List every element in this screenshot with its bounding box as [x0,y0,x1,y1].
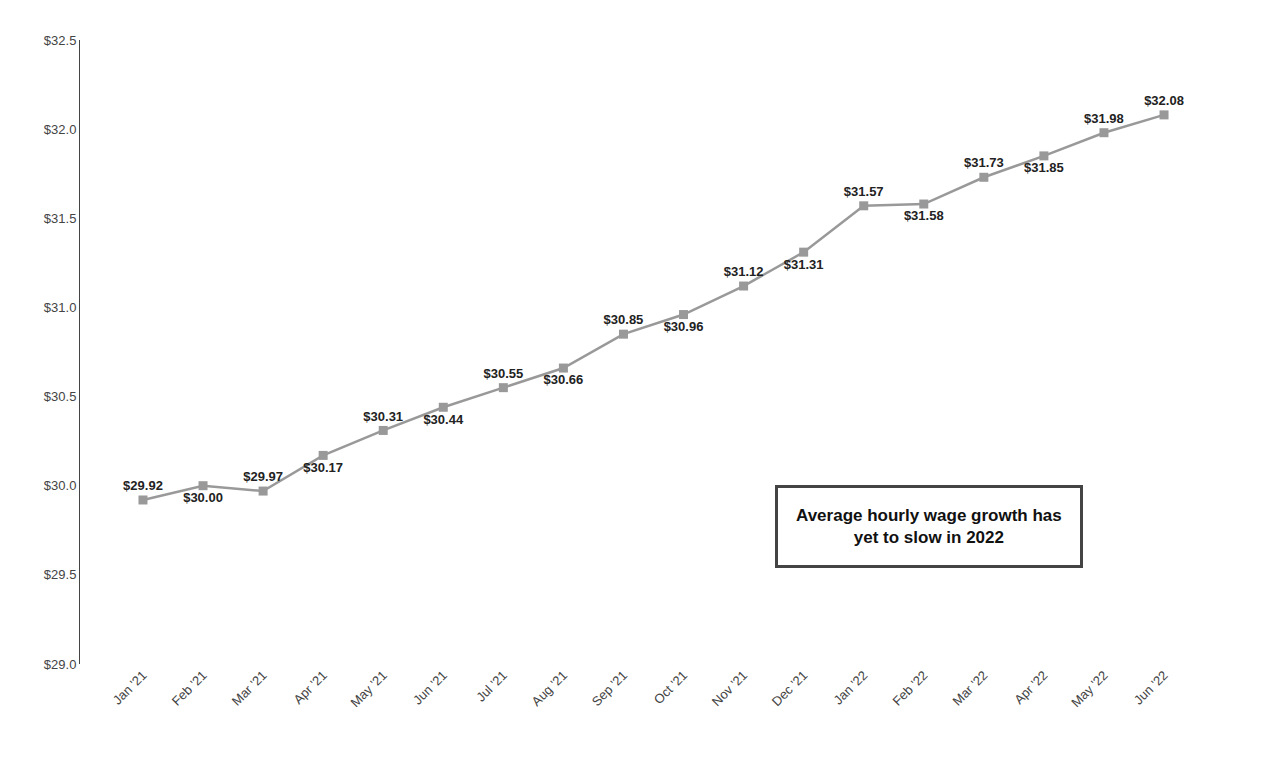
svg-text:Dec '21: Dec '21 [769,668,810,709]
svg-text:$30.96: $30.96 [664,319,704,334]
svg-text:$31.31: $31.31 [784,257,824,272]
svg-text:$29.0: $29.0 [44,657,77,672]
svg-text:$29.97: $29.97 [243,469,283,484]
svg-text:$32.08: $32.08 [1144,93,1184,108]
svg-text:$30.55: $30.55 [483,366,523,381]
svg-text:$31.98: $31.98 [1084,111,1124,126]
svg-text:$30.0: $30.0 [44,478,77,493]
svg-text:$30.31: $30.31 [363,409,403,424]
svg-text:Apr '21: Apr '21 [290,668,329,707]
svg-text:$31.12: $31.12 [724,264,764,279]
svg-text:Jun '21: Jun '21 [410,668,450,708]
svg-text:$32.0: $32.0 [44,122,77,137]
svg-text:Jan '21: Jan '21 [110,668,150,708]
svg-text:Jan '22: Jan '22 [830,668,870,708]
svg-text:Jun '22: Jun '22 [1131,668,1171,708]
svg-text:Average hourly wage growth has: Average hourly wage growth hasyet to slo… [796,506,1062,547]
svg-text:Jul '21: Jul '21 [473,668,510,705]
svg-text:Mar '21: Mar '21 [229,668,270,709]
svg-text:$31.0: $31.0 [44,300,77,315]
svg-text:$31.85: $31.85 [1024,160,1064,175]
svg-text:Apr '22: Apr '22 [1011,668,1050,707]
svg-text:May '22: May '22 [1068,668,1111,711]
svg-text:$31.57: $31.57 [844,184,884,199]
svg-text:$31.58: $31.58 [904,208,944,223]
svg-text:$30.66: $30.66 [544,372,584,387]
svg-text:Sep '21: Sep '21 [589,668,630,709]
svg-text:$29.92: $29.92 [123,478,163,493]
svg-text:Feb '21: Feb '21 [169,668,210,709]
svg-text:$30.17: $30.17 [303,460,343,475]
svg-text:$30.44: $30.44 [423,412,464,427]
svg-text:Oct '21: Oct '21 [651,668,690,707]
svg-text:$29.5: $29.5 [44,567,77,582]
svg-text:Feb '22: Feb '22 [890,668,931,709]
svg-text:$31.5: $31.5 [44,211,77,226]
svg-text:Aug '21: Aug '21 [529,668,570,709]
svg-text:$30.85: $30.85 [604,312,644,327]
svg-text:Nov '21: Nov '21 [709,668,750,709]
svg-text:Mar '22: Mar '22 [950,668,991,709]
svg-text:$30.5: $30.5 [44,389,77,404]
svg-text:$30.00: $30.00 [183,490,223,505]
svg-text:$31.73: $31.73 [964,155,1004,170]
svg-text:$32.5: $32.5 [44,33,77,48]
svg-text:May '21: May '21 [347,668,390,711]
